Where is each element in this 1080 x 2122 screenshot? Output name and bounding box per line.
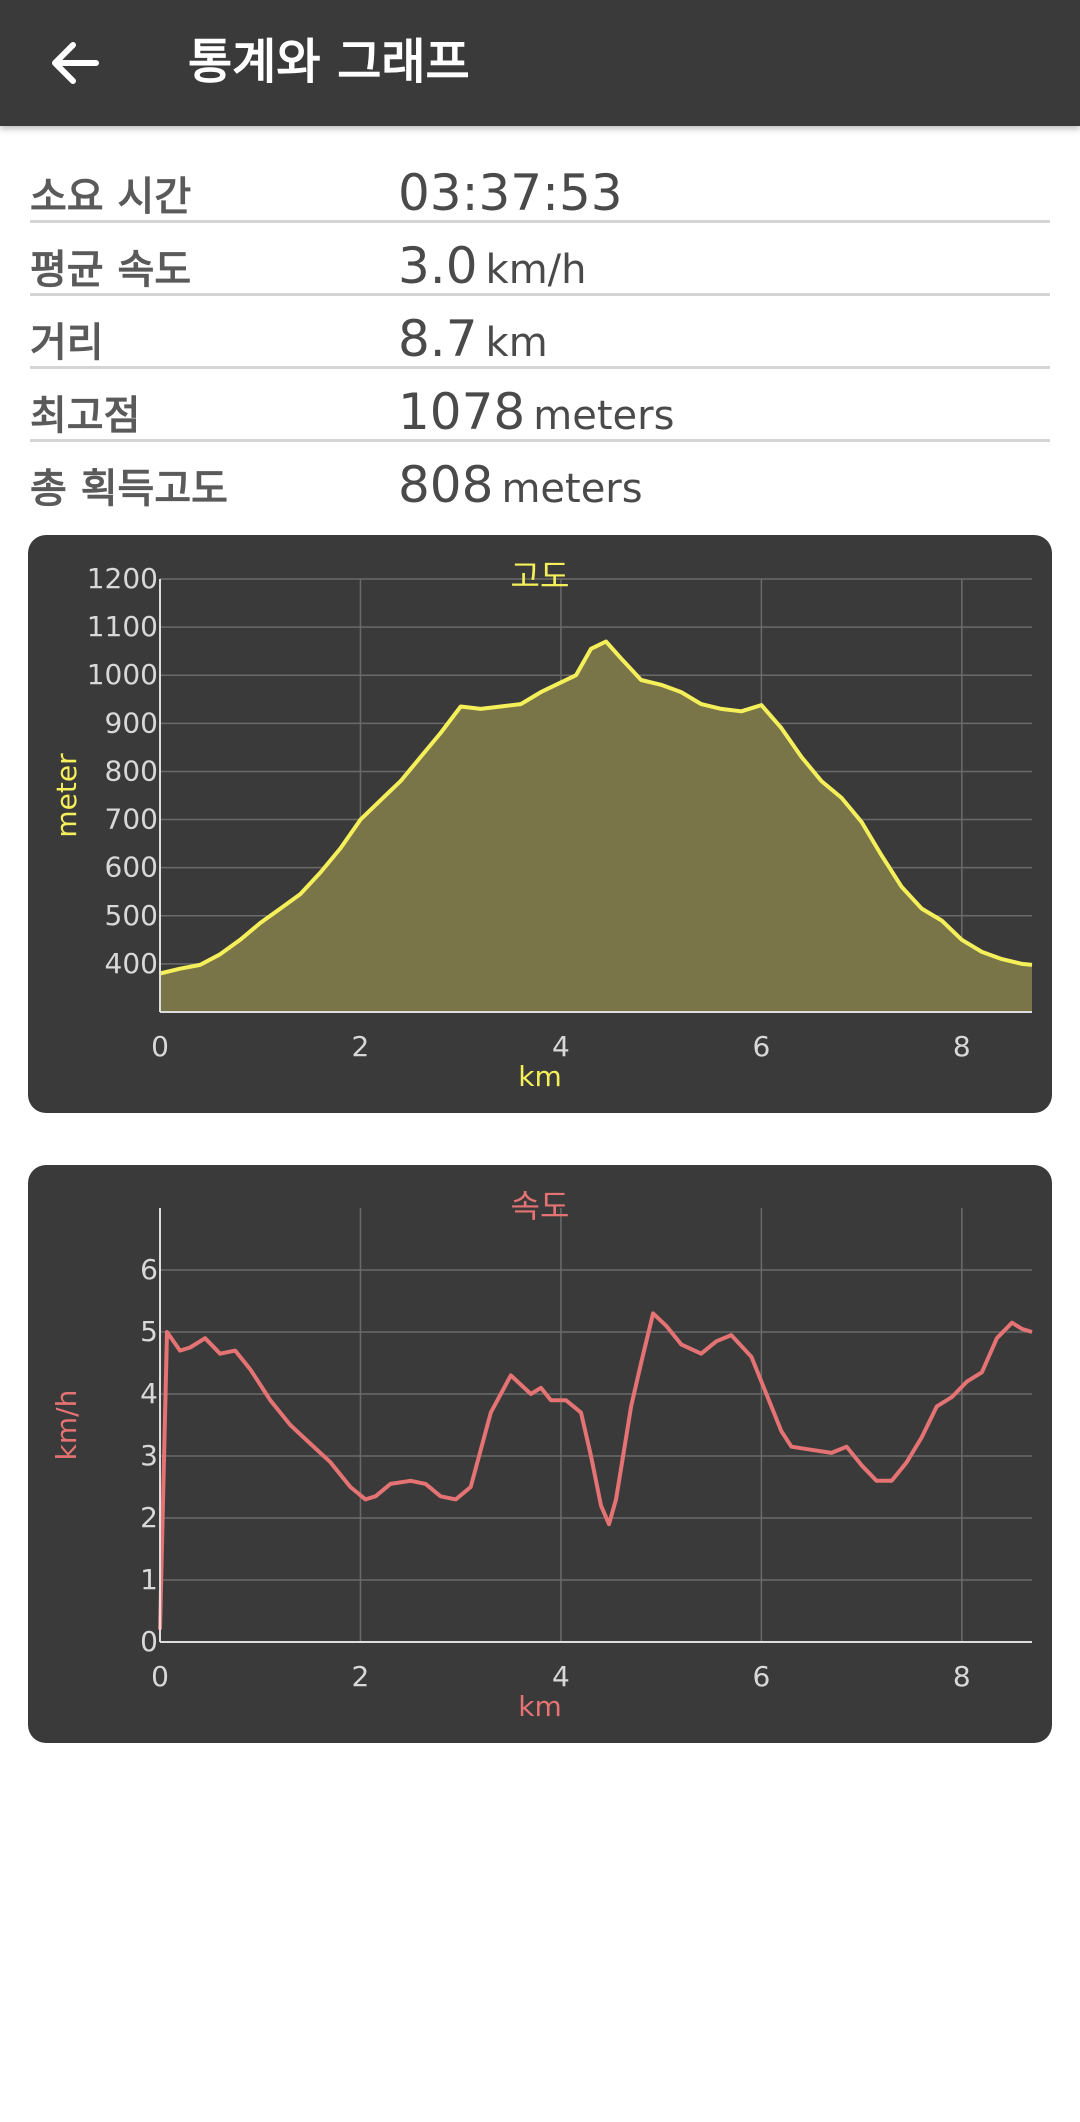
stat-label: 거리 xyxy=(30,320,104,366)
y-tick-label: 2 xyxy=(140,1501,158,1534)
x-tick-label: 8 xyxy=(953,1660,971,1693)
x-axis-label: km xyxy=(518,1060,562,1093)
stat-number: 8.7 xyxy=(398,310,478,368)
speed-chart: 0 1 2 3 4 5 6 0 2 4 6 8 속도 km km/h xyxy=(50,1187,1033,1723)
stat-value: 808 meters xyxy=(398,456,643,514)
page-title: 통계와 그래프 xyxy=(188,34,470,90)
y-axis-label: km/h xyxy=(50,1390,83,1461)
stat-value: 8.7 km xyxy=(398,310,548,368)
y-tick-label: 1100 xyxy=(87,610,158,643)
stat-label: 최고점 xyxy=(30,393,141,439)
stat-label: 총 획득고도 xyxy=(30,466,228,512)
y-tick-label: 700 xyxy=(105,803,158,836)
stat-row-average-speed: 평균 속도 3.0 km/h xyxy=(30,223,1050,296)
series-line xyxy=(159,639,1033,976)
back-button[interactable] xyxy=(40,28,110,98)
stat-unit: km/h xyxy=(485,247,587,293)
stat-value: 3.0 km/h xyxy=(398,237,587,295)
stats-table: 소요 시간 03:37:53 평균 속도 3.0 km/h 거리 8.7 km 최고… xyxy=(30,150,1050,514)
app-bar: 통계와 그래프 xyxy=(0,0,1080,126)
elevation-chart-card: 400 500 600 700 800 900 1000 1100 1200 0 2 4 6 8 고도 km m… xyxy=(28,535,1052,1113)
y-tick-label: 900 xyxy=(105,706,158,739)
stat-label: 평균 속도 xyxy=(30,247,192,293)
stat-unit: meters xyxy=(501,466,643,512)
x-tick-label: 0 xyxy=(151,1660,169,1693)
y-tick-label: 500 xyxy=(105,899,158,932)
y-axis-label: meter xyxy=(50,753,83,838)
x-tick-label: 2 xyxy=(352,1030,370,1063)
stat-number: 03:37:53 xyxy=(398,164,623,222)
stat-row-duration: 소요 시간 03:37:53 xyxy=(30,150,1050,223)
series-area xyxy=(160,641,1032,1012)
stat-row-distance: 거리 8.7 km xyxy=(30,296,1050,369)
x-tick-label: 6 xyxy=(752,1030,770,1063)
y-tick-label: 3 xyxy=(140,1439,158,1472)
stat-number: 808 xyxy=(398,456,494,514)
stat-number: 1078 xyxy=(398,383,526,441)
x-tick-label: 8 xyxy=(953,1030,971,1063)
y-tick-label: 400 xyxy=(105,947,158,980)
y-tick-label: 6 xyxy=(140,1253,158,1286)
x-tick-label: 4 xyxy=(552,1660,570,1693)
stat-value: 03:37:53 xyxy=(398,164,623,222)
stat-value: 1078 meters xyxy=(398,383,674,441)
x-tick-label: 4 xyxy=(552,1030,570,1063)
stat-unit: km xyxy=(485,320,548,366)
stat-unit: meters xyxy=(533,393,675,439)
chart-title: 고도 xyxy=(511,557,570,595)
stat-row-elevation-gain: 총 획득고도 808 meters xyxy=(30,442,1050,514)
x-tick-label: 0 xyxy=(151,1030,169,1063)
stat-row-highest-point: 최고점 1078 meters xyxy=(30,369,1050,442)
y-tick-label: 1000 xyxy=(87,658,158,691)
series-line xyxy=(158,1311,1033,1630)
stat-number: 3.0 xyxy=(398,237,478,295)
stat-label: 소요 시간 xyxy=(30,174,192,220)
chart-title: 속도 xyxy=(511,1187,570,1225)
y-tick-label: 600 xyxy=(105,851,158,884)
speed-chart-card: 0 1 2 3 4 5 6 0 2 4 6 8 속도 km km/h xyxy=(28,1165,1052,1743)
y-tick-label: 0 xyxy=(140,1625,158,1658)
y-tick-label: 5 xyxy=(140,1315,158,1348)
y-tick-label: 4 xyxy=(140,1377,158,1410)
y-tick-label: 1200 xyxy=(87,562,158,595)
y-tick-label: 1 xyxy=(140,1563,158,1596)
y-tick-label: 800 xyxy=(105,754,158,787)
arrow-left-icon xyxy=(52,42,99,84)
x-axis-label: km xyxy=(518,1690,562,1723)
x-tick-label: 6 xyxy=(752,1660,770,1693)
x-tick-label: 2 xyxy=(352,1660,370,1693)
elevation-chart: 400 500 600 700 800 900 1000 1100 1200 0 2 4 6 8 고도 km m… xyxy=(50,557,1033,1093)
